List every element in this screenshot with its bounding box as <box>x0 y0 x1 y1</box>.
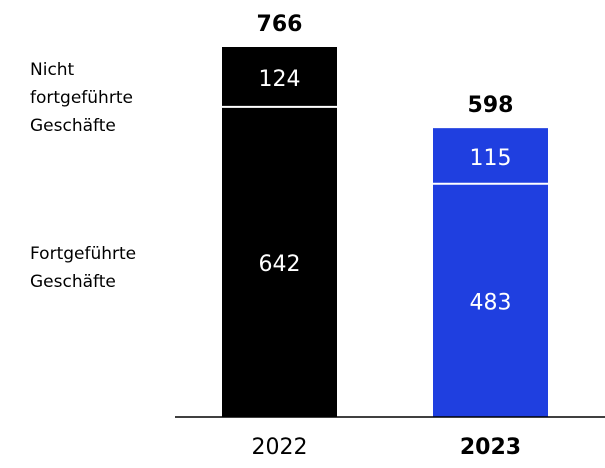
value-label: 124 <box>259 67 301 92</box>
x-tick-label: 2022 <box>252 435 308 460</box>
bar-segment <box>222 47 337 107</box>
x-tick-label: 2023 <box>460 435 521 460</box>
value-label: 483 <box>470 290 512 315</box>
legend-label: Fortgeführte Geschäfte <box>30 244 137 292</box>
bar-segment <box>222 106 337 417</box>
legend-label: Nicht fortgeführte Geschäfte <box>30 60 133 136</box>
bar-segment <box>433 183 548 417</box>
total-label: 598 <box>468 93 514 118</box>
value-label: 642 <box>259 252 301 277</box>
total-label: 766 <box>257 12 303 37</box>
bar-segment <box>433 128 548 184</box>
value-label: 115 <box>470 146 512 171</box>
